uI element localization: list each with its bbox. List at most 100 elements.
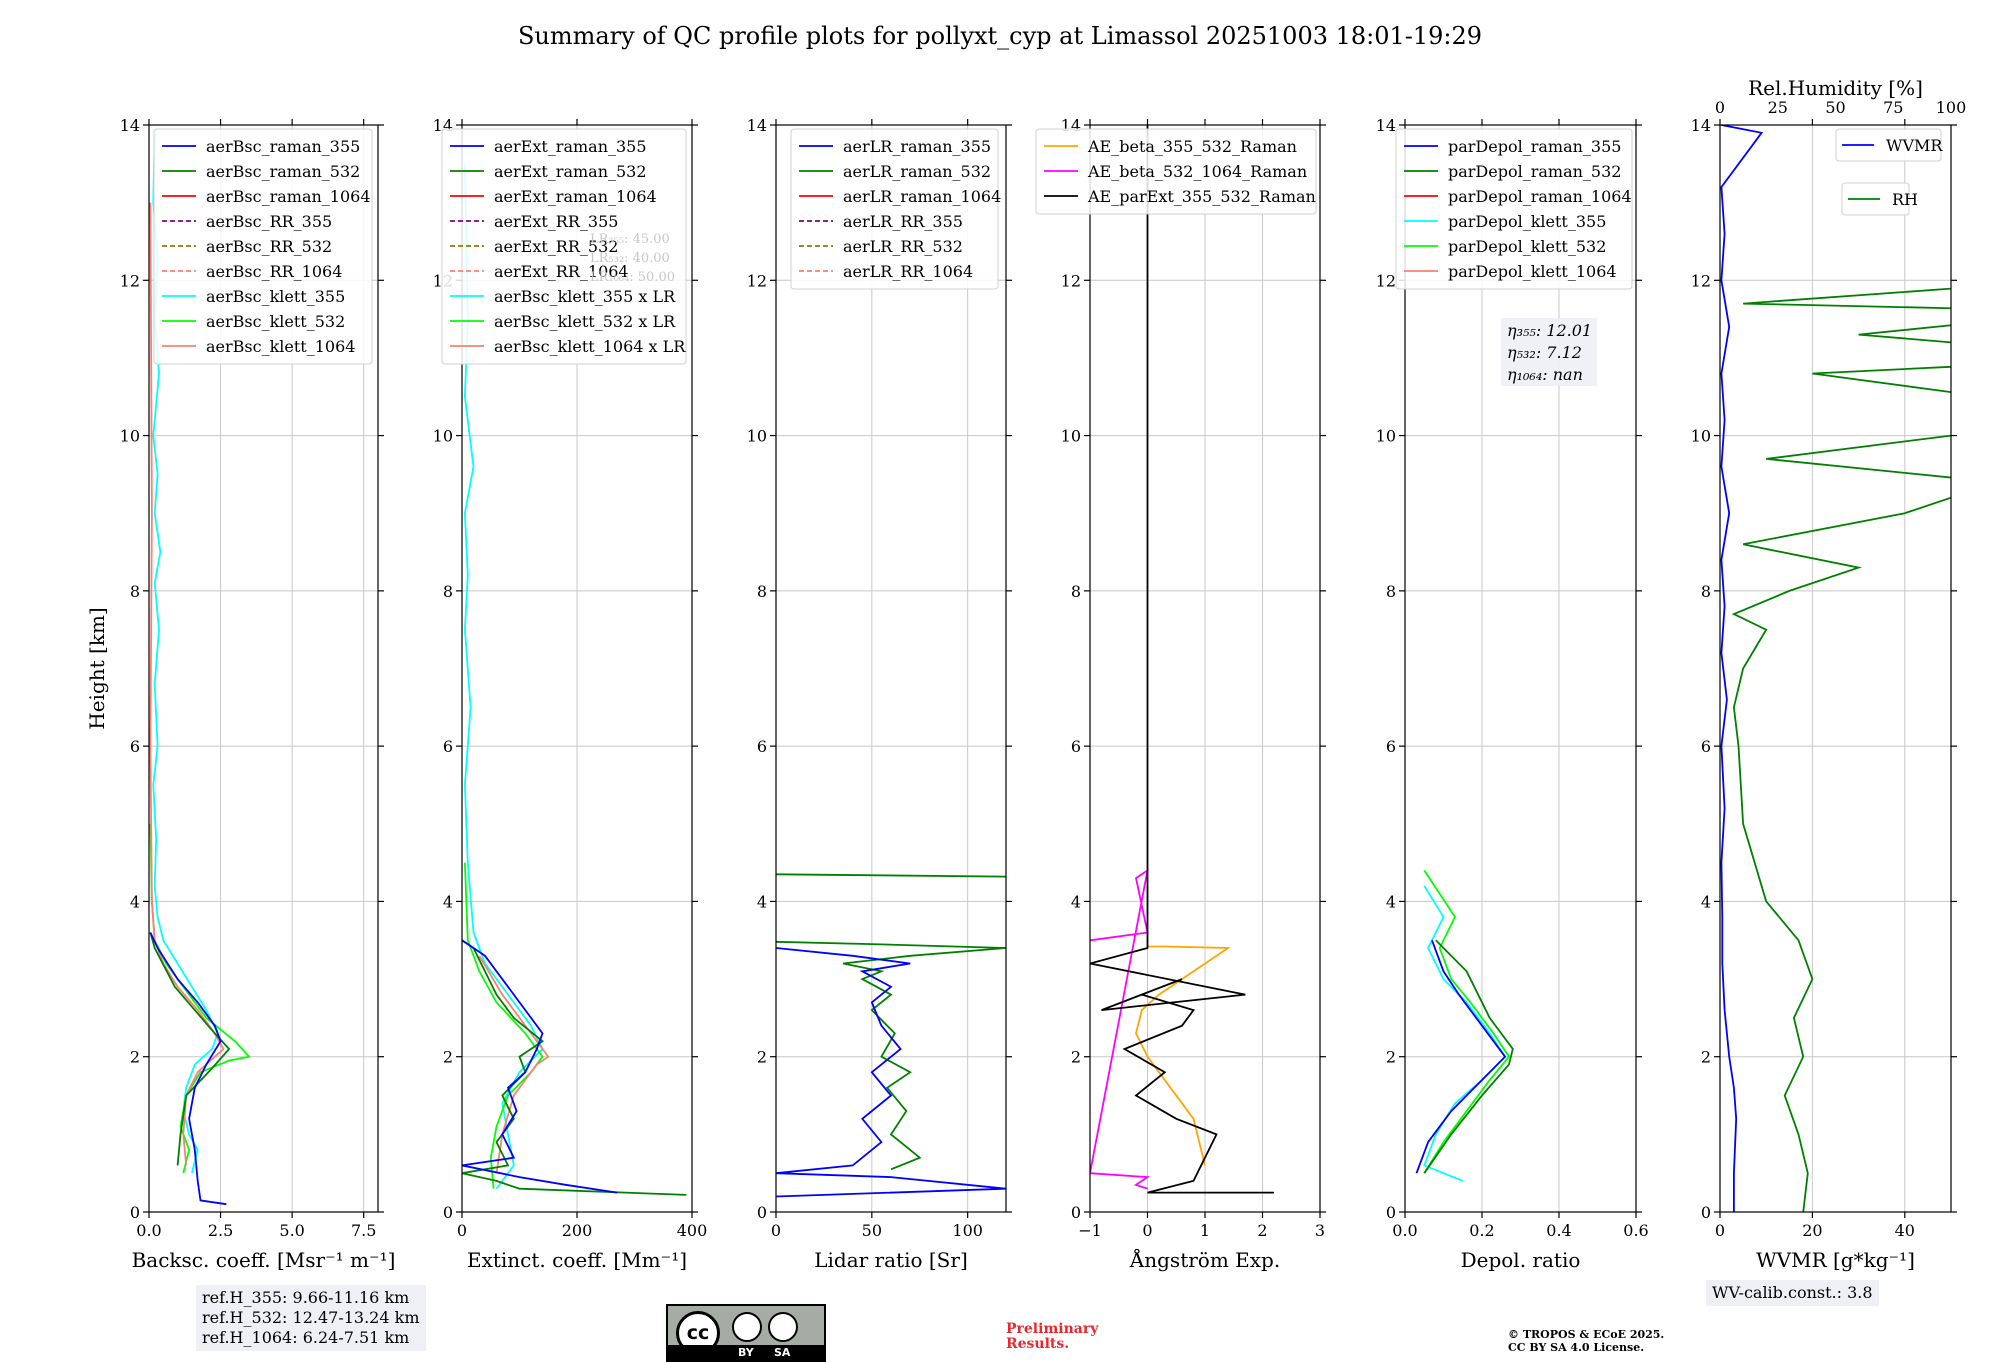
x-tick-label: 0.2	[1469, 1221, 1494, 1240]
series-aerbsc-raman-355	[149, 932, 227, 1206]
x-tick-label: 0	[771, 1221, 781, 1240]
y-tick-label: 2	[1701, 1048, 1711, 1067]
legend-label: aerLR_RR_1064	[843, 262, 973, 281]
series-ae-parext-355-532-raman	[1090, 125, 1274, 1194]
top-tick-label: 75	[1883, 98, 1903, 117]
legend-label: parDepol_raman_355	[1448, 137, 1621, 156]
y-tick-label: 4	[1701, 892, 1711, 911]
x-tick-label: 0	[1142, 1221, 1152, 1240]
top-tick-label: 25	[1768, 98, 1788, 117]
legend-label: RH	[1892, 190, 1918, 209]
x-tick-label: 0.0	[1392, 1221, 1417, 1240]
legend-label: aerLR_raman_355	[843, 137, 991, 156]
x-tick-label: 40	[1895, 1221, 1915, 1240]
x-axis-label: Lidar ratio [Sr]	[814, 1248, 968, 1272]
legend-label: aerExt_raman_532	[494, 162, 647, 181]
series-pardepol-klett-532	[1423, 869, 1511, 1174]
legend-label: aerBsc_klett_355 x LR	[494, 287, 676, 306]
x-tick-label: 0	[1715, 1221, 1725, 1240]
axes-frame	[1719, 124, 1952, 1213]
legend-label: aerLR_raman_532	[843, 162, 991, 181]
y-tick-label: 0	[1701, 1203, 1711, 1222]
y-tick-label: 8	[1071, 582, 1081, 601]
x-axis-label: Ångström Exp.	[1129, 1247, 1280, 1272]
attribution-person-icon	[732, 1312, 762, 1342]
ref-height-532: ref.H_532: 12.47-13.24 km	[202, 1308, 420, 1327]
copyright-line-1: © TROPOS & ECoE 2025.	[1508, 1328, 1665, 1341]
copyright-line-2: CC BY SA 4.0 License.	[1508, 1341, 1645, 1354]
series-aerext-raman-532	[462, 939, 687, 1196]
legend-label: aerBsc_raman_532	[206, 162, 360, 181]
series-aerbsc-klett-355-x-lr	[463, 163, 544, 1190]
legend-label: WVMR	[1886, 136, 1943, 155]
series-ae-beta-355-532-raman	[1135, 945, 1231, 1166]
lr-annotation: LR₅₃₂: 40.00	[590, 251, 670, 266]
y-tick-label: 6	[1701, 737, 1711, 756]
y-tick-label: 12	[1691, 271, 1711, 290]
y-tick-label: 4	[1071, 892, 1081, 911]
y-tick-label: 2	[130, 1048, 140, 1067]
x-tick-label: 0.6	[1623, 1221, 1648, 1240]
series-aerbsc-klett-355	[152, 132, 219, 1174]
top-axis-label: Rel.Humidity [%]	[1748, 76, 1923, 100]
series-pardepol-raman-355	[1415, 939, 1507, 1174]
legend-label: aerExt_raman_1064	[494, 187, 657, 206]
legend-box	[153, 128, 373, 365]
series-wvmr	[1720, 125, 1764, 1212]
series-aerbsc-klett-532-x-lr	[464, 862, 544, 1189]
legend-label: parDepol_klett_355	[1448, 212, 1606, 231]
series-aerlr-raman-532-upper	[776, 873, 1006, 878]
legend-label: aerBsc_RR_355	[206, 212, 332, 231]
x-tick-label: 400	[677, 1221, 708, 1240]
share-alike-icon	[768, 1312, 798, 1342]
eta-box	[1501, 318, 1597, 386]
y-tick-label: 0	[1386, 1203, 1396, 1222]
preliminary-line-1: Preliminary	[1006, 1321, 1099, 1337]
y-tick-label: 8	[443, 582, 453, 601]
y-tick-label: 10	[1691, 427, 1711, 446]
eta-annotation: η₁₀₆₄: nan	[1507, 365, 1583, 384]
y-tick-label: 12	[747, 271, 767, 290]
x-tick-label: 200	[562, 1221, 593, 1240]
series-pardepol-raman-532	[1423, 939, 1514, 1174]
legend-label: AE_parExt_355_532_Raman	[1087, 187, 1316, 206]
x-tick-label: 1	[1200, 1221, 1210, 1240]
legend-label: aerBsc_raman_1064	[206, 187, 371, 206]
legend-label: parDepol_raman_532	[1448, 162, 1621, 181]
axes-frame	[148, 124, 379, 1213]
y-tick-label: 4	[443, 892, 453, 911]
x-tick-label: 2.5	[208, 1221, 233, 1240]
legend-label: aerBsc_RR_532	[206, 237, 332, 256]
x-tick-label: 0.0	[136, 1221, 161, 1240]
y-tick-label: 12	[120, 271, 140, 290]
series-aerbsc-raman-532	[149, 932, 231, 1166]
ref-height-1064: ref.H_1064: 6.24-7.51 km	[202, 1328, 410, 1347]
x-tick-label: 100	[952, 1221, 983, 1240]
legend-box	[790, 128, 999, 290]
y-tick-label: 6	[1386, 737, 1396, 756]
panel-5: 0.0 0.2 0.4 0.6 0 2 4 6 8 10 12 14 Depol. ratio parDe…	[1376, 116, 1649, 1272]
y-tick-label: 0	[130, 1203, 140, 1222]
wv-calibration-box: WV-calib.const.: 3.8	[1706, 1280, 1879, 1306]
preliminary-line-2: Results.	[1006, 1336, 1070, 1352]
license-by-label: BY	[738, 1346, 754, 1359]
y-tick-label: 4	[130, 892, 140, 911]
x-tick-label: 20	[1802, 1221, 1822, 1240]
legend-label: aerExt_raman_355	[494, 137, 647, 156]
x-tick-label: 0	[457, 1221, 467, 1240]
y-tick-label: 2	[757, 1048, 767, 1067]
x-tick-label: 0.4	[1546, 1221, 1571, 1240]
x-axis-label: Backsc. coeff. [Msr⁻¹ m⁻¹]	[132, 1248, 396, 1272]
license-bar	[668, 1345, 824, 1360]
legend-label: aerExt_RR_1064	[494, 262, 629, 281]
y-tick-label: 6	[1071, 737, 1081, 756]
legend-label: aerExt_RR_355	[494, 212, 618, 231]
y-tick-label: 8	[757, 582, 767, 601]
x-tick-label: 50	[862, 1221, 882, 1240]
legend-label: parDepol_klett_1064	[1448, 262, 1617, 281]
copyright-note: © TROPOS & ECoE 2025. CC BY SA 4.0 Licen…	[1508, 1328, 1664, 1354]
y-tick-label: 10	[433, 427, 453, 446]
axes-frame	[1404, 124, 1637, 1213]
x-tick-label: −1	[1078, 1221, 1102, 1240]
